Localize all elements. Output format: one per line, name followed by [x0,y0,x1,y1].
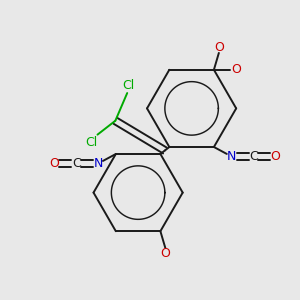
Text: Cl: Cl [122,79,134,92]
Text: O: O [270,150,280,164]
Text: N: N [93,158,103,170]
Text: C: C [249,150,258,164]
Text: O: O [160,247,170,260]
Text: O: O [50,158,59,170]
Text: O: O [214,41,224,55]
Text: N: N [227,150,236,164]
Text: Cl: Cl [85,136,98,149]
Text: C: C [72,158,81,170]
Text: O: O [231,63,241,76]
